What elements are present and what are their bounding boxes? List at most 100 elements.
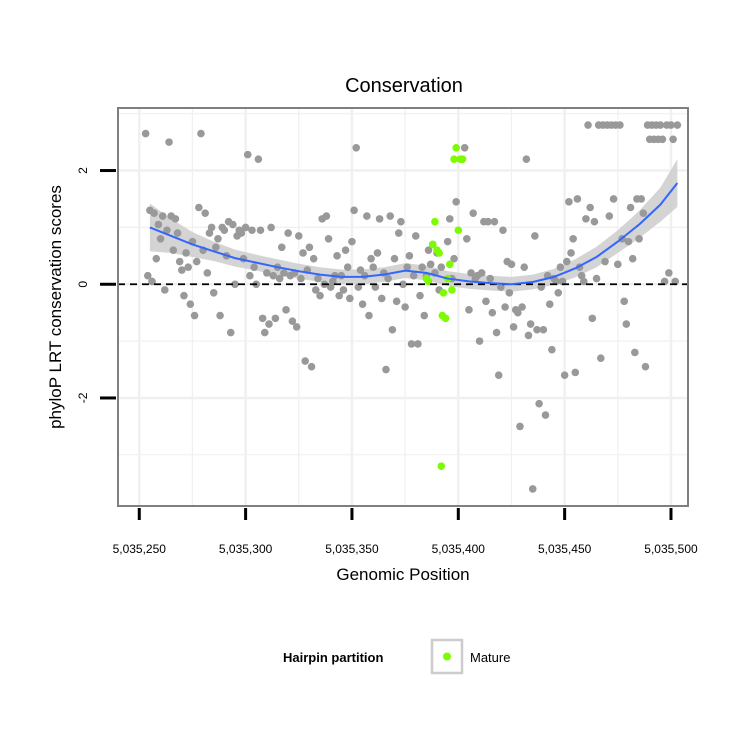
- point-other: [324, 234, 333, 243]
- point-other: [369, 263, 378, 272]
- point-other: [288, 317, 297, 326]
- point-other: [156, 234, 165, 243]
- point-other: [552, 277, 560, 286]
- point-other: [241, 223, 250, 232]
- point-mature: [424, 277, 433, 286]
- point-other: [635, 234, 643, 243]
- point-other: [314, 274, 322, 283]
- point-other: [171, 215, 180, 223]
- point-other: [533, 325, 541, 334]
- point-other: [526, 320, 535, 328]
- point-other: [341, 246, 350, 254]
- point-mature: [441, 314, 450, 323]
- point-mature: [454, 226, 463, 235]
- point-other: [567, 249, 575, 257]
- point-other: [216, 311, 224, 320]
- point-other: [333, 252, 341, 260]
- point-other: [486, 274, 495, 283]
- point-other: [626, 203, 635, 212]
- point-other: [150, 209, 158, 217]
- point-other: [584, 121, 592, 129]
- confidence-band: [149, 159, 678, 292]
- point-other: [335, 291, 343, 300]
- point-other: [214, 234, 222, 243]
- point-other: [158, 212, 167, 220]
- point-other: [418, 263, 426, 272]
- point-other: [277, 243, 286, 252]
- point-other: [558, 277, 567, 286]
- point-other: [352, 144, 361, 152]
- point-other: [424, 246, 433, 254]
- point-other: [516, 422, 524, 431]
- x-tick-label: 5,035,350: [325, 542, 379, 556]
- point-other: [143, 271, 152, 280]
- point-other: [358, 300, 367, 308]
- point-other: [409, 271, 418, 280]
- point-other: [265, 320, 273, 328]
- point-other: [401, 303, 409, 311]
- point-mature: [458, 155, 467, 163]
- point-other: [267, 223, 275, 232]
- point-other: [248, 226, 256, 235]
- point-other: [497, 283, 505, 291]
- point-other: [190, 311, 199, 320]
- y-tick-label: 2: [76, 167, 90, 174]
- point-other: [656, 121, 665, 129]
- point-other: [371, 283, 380, 291]
- point-other: [522, 155, 531, 163]
- point-other: [494, 371, 503, 380]
- point-other: [160, 286, 169, 294]
- point-other: [284, 229, 292, 237]
- point-other: [384, 274, 392, 283]
- point-other: [622, 320, 631, 328]
- point-mature: [435, 249, 443, 257]
- point-other: [377, 294, 386, 303]
- point-other: [452, 198, 460, 206]
- point-other: [311, 286, 320, 294]
- point-other: [141, 129, 150, 138]
- point-other: [588, 314, 597, 323]
- point-other: [282, 306, 290, 314]
- point-other: [258, 314, 267, 323]
- point-other: [405, 252, 414, 260]
- point-other: [299, 249, 307, 257]
- point-other: [263, 269, 271, 277]
- point-other: [182, 249, 190, 257]
- point-other: [407, 340, 416, 348]
- point-other: [220, 226, 229, 235]
- point-other: [562, 257, 571, 266]
- legend-label-mature: Mature: [470, 650, 510, 665]
- point-other: [531, 232, 539, 240]
- point-other: [254, 155, 263, 163]
- y-tick-label: -2: [76, 392, 90, 403]
- point-other: [343, 263, 352, 272]
- point-other: [592, 274, 601, 283]
- point-other: [514, 308, 522, 317]
- y-tick-label: 0: [76, 281, 90, 288]
- point-other: [609, 195, 618, 203]
- point-other: [505, 288, 514, 297]
- point-other: [541, 411, 550, 419]
- point-other: [628, 254, 637, 263]
- data-points: [141, 121, 682, 493]
- point-other: [537, 283, 546, 291]
- point-other: [237, 229, 246, 237]
- point-other: [484, 217, 492, 226]
- x-tick-label: 5,035,500: [644, 542, 698, 556]
- point-other: [665, 269, 673, 277]
- point-other: [195, 203, 203, 212]
- point-other: [669, 135, 677, 144]
- point-other: [148, 277, 156, 286]
- point-other: [499, 226, 507, 235]
- point-other: [301, 357, 309, 365]
- point-other: [573, 195, 582, 203]
- point-other: [545, 300, 554, 308]
- point-other: [658, 135, 667, 144]
- point-other: [256, 226, 265, 235]
- point-mature: [439, 288, 448, 297]
- point-other: [492, 328, 501, 337]
- point-other: [416, 291, 424, 300]
- point-other: [356, 266, 365, 274]
- point-other: [207, 223, 216, 232]
- point-other: [586, 203, 594, 212]
